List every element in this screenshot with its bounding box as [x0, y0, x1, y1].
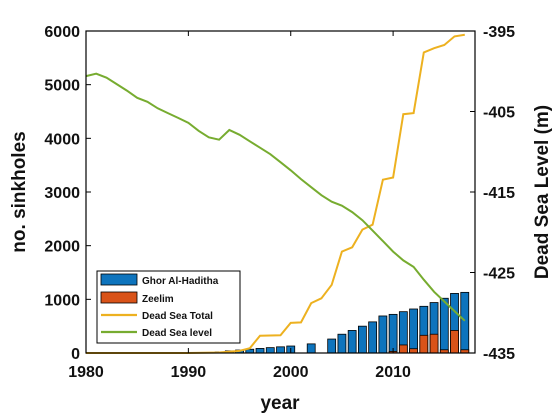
- bar-ghor-2002: [306, 343, 316, 354]
- bar-zeelim-2013: [419, 334, 429, 354]
- x-tick-label-2010: 2010: [375, 364, 411, 381]
- bar-ghor-2008: [368, 321, 378, 354]
- axis-ticks-group: 1980 1990 2000 2010 0 1000 2000 3000 4000 5000 600…: [44, 24, 515, 381]
- legend-swatch-zeelim: [100, 291, 138, 304]
- bar-zeelim-2012: [409, 348, 418, 354]
- legend-label-level: Dead Sea level: [142, 328, 212, 339]
- y-right-tick-label--405: -405: [483, 105, 515, 122]
- y-right-tick-label--415: -415: [483, 185, 515, 202]
- y-right-tick-label--395: -395: [483, 24, 515, 41]
- bar-ghor-2005: [337, 333, 347, 354]
- y-right-tick-label--425: -425: [483, 266, 515, 283]
- bar-ghor-2015: [439, 297, 449, 354]
- legend-swatch-ghor: [100, 273, 138, 286]
- x-tick-label-1980: 1980: [68, 364, 104, 381]
- bar-ghor-1997: [255, 348, 265, 354]
- y-left-tick-label-0: 0: [71, 346, 80, 363]
- bar-ghor-1998: [265, 347, 275, 354]
- y-axis-left-label: no. sinkholes: [9, 131, 30, 252]
- bar-zeelim-2016: [450, 330, 459, 354]
- y-left-tick-label-5000: 5000: [44, 78, 80, 95]
- bar-zeelim-2011: [398, 344, 408, 354]
- y-left-tick-label-1000: 1000: [44, 292, 80, 309]
- bar-ghor-2006: [347, 330, 357, 354]
- bar-ghor-1999: [276, 346, 285, 354]
- y-left-tick-label-6000: 6000: [44, 24, 80, 41]
- x-tick-label-1990: 1990: [171, 364, 207, 381]
- legend-label-zeelim: Zeelim: [142, 294, 174, 305]
- x-tick-label-2000: 2000: [273, 364, 309, 381]
- bar-ghor-2004: [327, 338, 337, 354]
- dead-sea-level-line: [85, 72, 466, 322]
- bar-ghor-2010: [388, 313, 398, 354]
- y-left-tick-label-2000: 2000: [44, 239, 80, 256]
- x-axis-label: year: [260, 393, 300, 414]
- y-left-tick-label-4000: 4000: [44, 131, 80, 148]
- legend: Ghor Al-Haditha Zeelim Dead Sea Total De…: [96, 270, 241, 344]
- ghor-bars-group: [214, 291, 470, 354]
- dead-sea-total-line: [86, 33, 465, 354]
- y-axis-right-label: Dead Sea Level (m): [532, 105, 553, 279]
- bar-ghor-2009: [378, 315, 388, 354]
- bar-ghor-2007: [358, 325, 367, 354]
- y-right-tick-label--435: -435: [483, 346, 515, 363]
- y-left-tick-label-3000: 3000: [44, 185, 80, 202]
- bar-zeelim-2014: [429, 333, 439, 354]
- bar-ghor-2012: [409, 308, 418, 354]
- legend-label-total: Dead Sea Total: [142, 311, 213, 322]
- legend-label-ghor: Ghor Al-Haditha: [142, 276, 219, 287]
- bar-ghor-2017: [460, 291, 470, 354]
